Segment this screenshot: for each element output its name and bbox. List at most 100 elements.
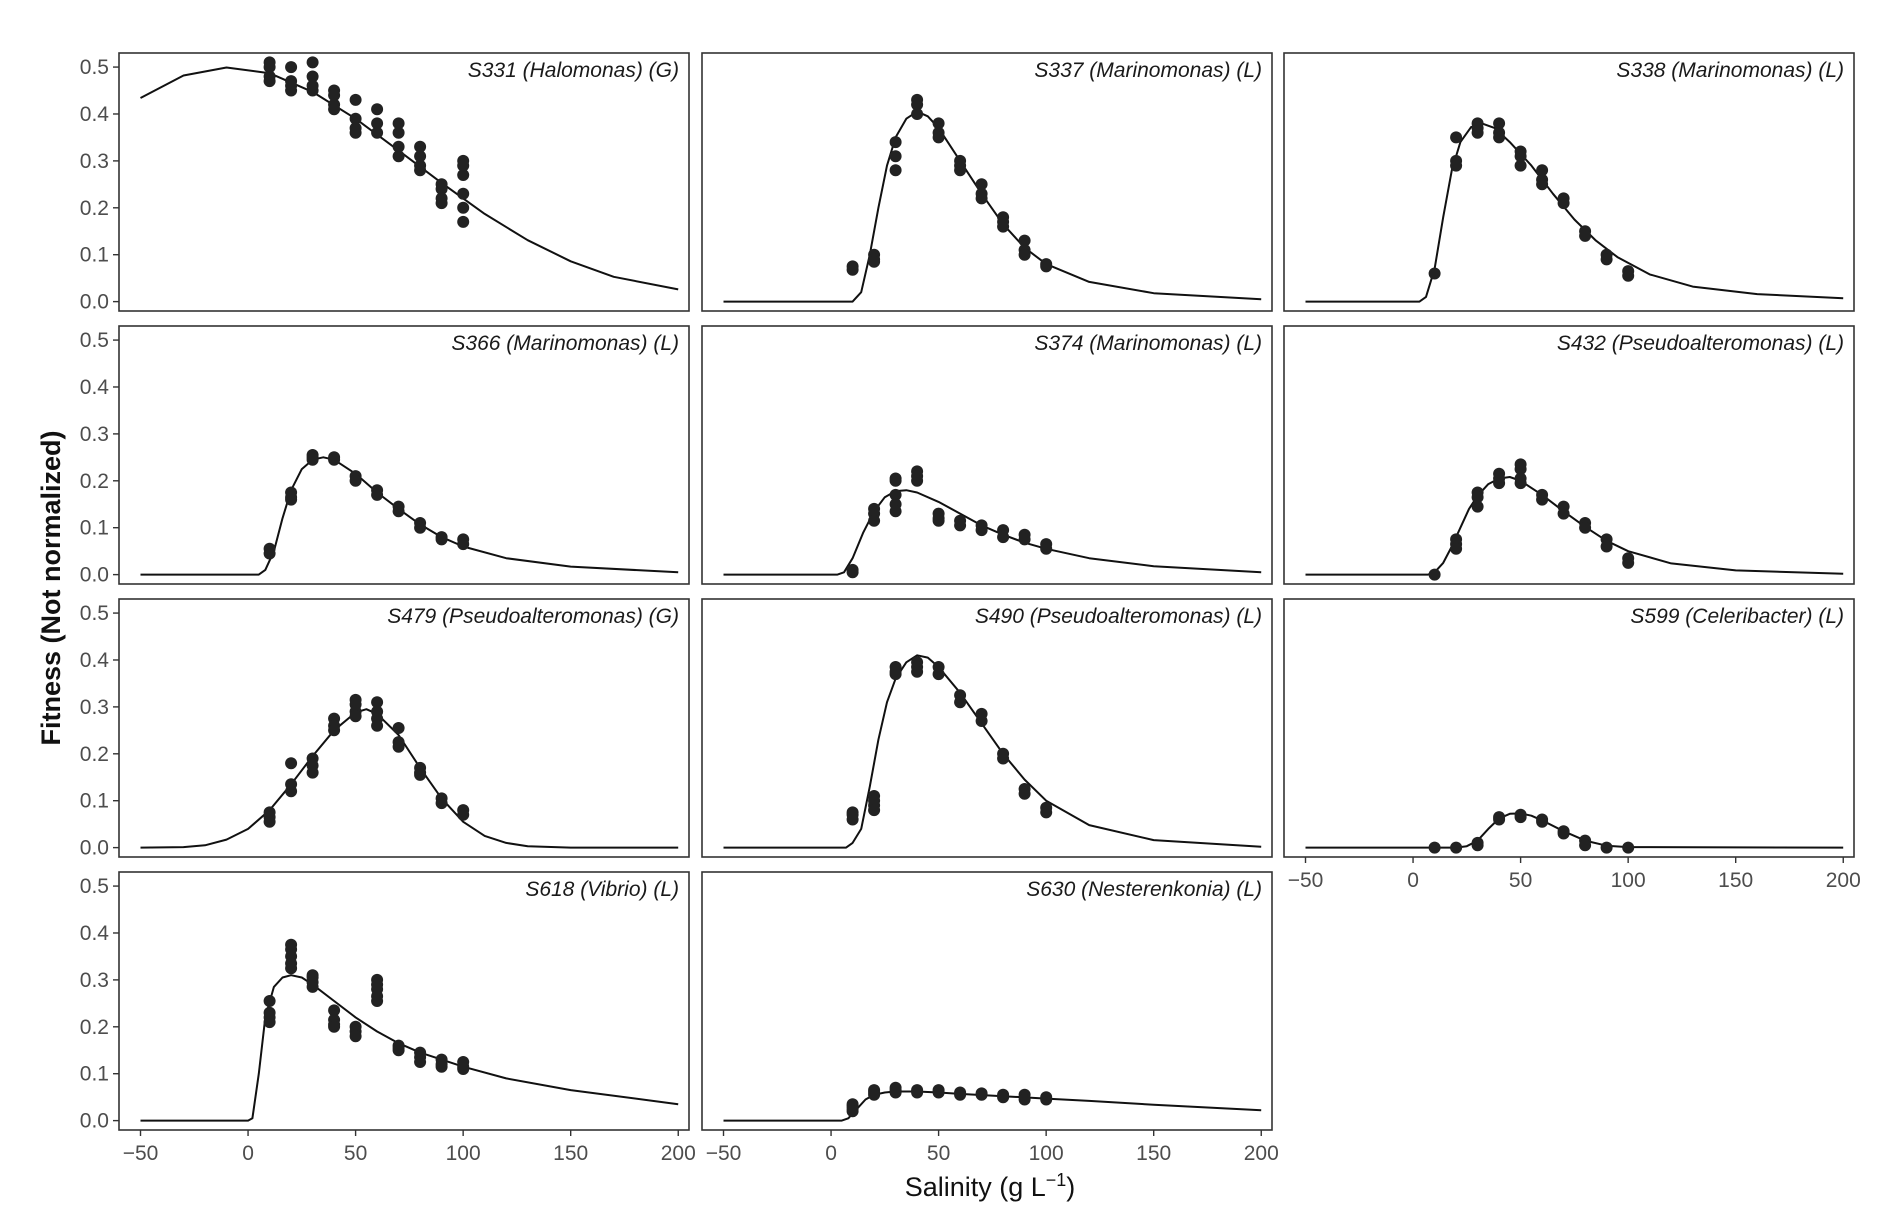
data-point — [1600, 841, 1613, 854]
data-point — [1493, 117, 1506, 130]
data-point — [414, 768, 427, 781]
x-tick-label: 100 — [1029, 1142, 1064, 1165]
data-point — [846, 1105, 859, 1118]
y-tick-label: 0.5 — [80, 602, 109, 625]
data-point — [328, 453, 341, 466]
facet-panel: S337 (Marinomonas) (L) — [701, 52, 1273, 312]
data-point — [371, 126, 384, 139]
data-point — [306, 56, 319, 69]
data-point — [1536, 164, 1549, 177]
data-point — [285, 84, 298, 97]
data-point — [1600, 540, 1613, 553]
data-point — [328, 1004, 341, 1017]
facet-panel: S630 (Nesterenkonia) (L) — [701, 871, 1273, 1131]
panel-frame — [1283, 598, 1855, 858]
data-point — [1018, 533, 1031, 546]
data-point — [263, 75, 276, 88]
x-tick-label: 0 — [242, 1142, 254, 1165]
data-point — [846, 566, 859, 579]
data-point — [1557, 197, 1570, 210]
data-point — [1514, 477, 1527, 490]
data-point — [1018, 248, 1031, 261]
x-tick-label: 50 — [1509, 869, 1532, 892]
y-tick-label: 0.4 — [80, 376, 110, 399]
data-point — [285, 785, 298, 798]
data-point — [954, 1088, 967, 1101]
data-point — [1579, 229, 1592, 242]
y-tick-label: 0.0 — [80, 1110, 109, 1133]
data-point — [1018, 1093, 1031, 1106]
panel-frame — [118, 325, 690, 585]
data-point — [392, 117, 405, 130]
panel-frame — [701, 871, 1273, 1131]
data-point — [1018, 234, 1031, 247]
y-tick-label: 0.2 — [80, 1016, 109, 1039]
data-point — [846, 263, 859, 276]
data-point — [1428, 267, 1441, 280]
data-point — [997, 220, 1010, 233]
data-point — [285, 61, 298, 74]
data-point — [285, 493, 298, 506]
data-point — [954, 519, 967, 532]
data-point — [932, 514, 945, 527]
data-point — [371, 719, 384, 732]
panel-title: S338 (Marinomonas) (L) — [1616, 59, 1844, 82]
data-point — [392, 740, 405, 753]
data-point — [349, 710, 362, 723]
data-point — [1493, 131, 1506, 144]
data-point — [889, 1086, 902, 1099]
panel-frame — [1283, 52, 1855, 312]
data-point — [889, 505, 902, 518]
data-point — [1557, 507, 1570, 520]
data-point — [328, 89, 341, 102]
data-point — [868, 1088, 881, 1101]
data-point — [414, 140, 427, 153]
data-point — [889, 668, 902, 681]
data-point — [1514, 811, 1527, 824]
y-axis-title: Fitness (Not normalized) — [36, 430, 66, 745]
data-point — [1622, 269, 1635, 282]
panel-frame — [1283, 325, 1855, 585]
data-point — [1471, 491, 1484, 504]
x-tick-label: 150 — [553, 1142, 588, 1165]
data-point — [997, 531, 1010, 544]
data-point — [371, 696, 384, 709]
facet-panel: S331 (Halomonas) (G) — [118, 52, 690, 312]
panel-title: S337 (Marinomonas) (L) — [1034, 59, 1262, 82]
y-tick-label: 0.3 — [80, 969, 109, 992]
data-point — [435, 197, 448, 210]
data-point — [932, 117, 945, 130]
data-point — [371, 488, 384, 501]
y-tick-label: 0.3 — [80, 423, 109, 446]
data-point — [1536, 178, 1549, 191]
data-point — [1514, 150, 1527, 163]
data-point — [1579, 839, 1592, 852]
panel-frame — [118, 871, 690, 1131]
x-axis-title-suffix: ) — [1066, 1172, 1075, 1202]
data-point — [263, 547, 276, 560]
data-point — [911, 474, 924, 487]
x-tick-label: 200 — [1826, 869, 1861, 892]
y-tick-label: 0.5 — [80, 329, 109, 352]
data-point — [954, 696, 967, 709]
x-tick-label: −50 — [123, 1142, 159, 1165]
panel-frame — [701, 325, 1273, 585]
data-point — [1018, 787, 1031, 800]
data-point — [932, 131, 945, 144]
panel-title: S618 (Vibrio) (L) — [525, 878, 679, 901]
data-point — [285, 757, 298, 770]
x-tick-label: 50 — [344, 1142, 367, 1165]
data-point — [1040, 542, 1053, 555]
y-tick-label: 0.1 — [80, 517, 109, 540]
data-point — [414, 150, 427, 163]
facet-panel: S490 (Pseudoalteromonas) (L) — [701, 598, 1273, 858]
data-point — [1622, 556, 1635, 569]
data-point — [328, 1020, 341, 1033]
data-point — [392, 140, 405, 153]
data-point — [932, 1086, 945, 1099]
data-point — [457, 538, 470, 551]
fitted-curve — [140, 708, 679, 849]
data-point — [1536, 493, 1549, 506]
x-tick-label: −50 — [1288, 869, 1324, 892]
data-point — [263, 995, 276, 1007]
